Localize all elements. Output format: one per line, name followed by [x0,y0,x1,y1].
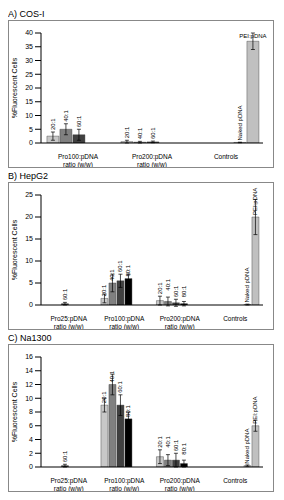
svg-text:ratio (w/w): ratio (w/w) [137,161,167,167]
svg-text:20: 20 [25,84,33,91]
svg-text:12: 12 [25,381,33,388]
svg-text:20: 20 [25,213,33,220]
svg-text:0: 0 [29,301,33,308]
svg-text:20:1: 20:1 [101,391,107,403]
svg-text:ratio (w/w): ratio (w/w) [165,485,195,491]
svg-text:Naked pDNA: Naked pDNA [237,105,243,140]
svg-text:6: 6 [29,422,33,429]
html-text:B) HepG2: B) HepG2 [8,171,48,181]
svg-text:5: 5 [29,279,33,286]
svg-text:%Fluorescent Cells: %Fluorescent Cells [11,381,18,442]
svg-text:10: 10 [25,112,33,119]
svg-text:5: 5 [29,126,33,133]
svg-text:Pro200:pDNA: Pro200:pDNA [132,153,173,161]
svg-text:Controls: Controls [223,477,248,484]
svg-text:80:1: 80:1 [181,285,187,297]
svg-text:60:1: 60:1 [76,115,82,127]
svg-text:Controls: Controls [223,315,248,322]
svg-text:%Fluorescent Cells: %Fluorescent Cells [11,57,18,118]
svg-text:0: 0 [29,139,33,146]
svg-text:60:1: 60:1 [173,285,179,297]
html-text:A) COS-I: A) COS-I [8,9,45,19]
svg-text:Pro100:pDNA: Pro100:pDNA [104,315,145,323]
svg-text:60:1: 60:1 [117,260,123,272]
svg-text:60:1: 60:1 [62,288,68,300]
svg-text:ratio (w/w): ratio (w/w) [54,323,84,329]
svg-text:Pro100:pDNA: Pro100:pDNA [104,477,145,485]
svg-text:80:1: 80:1 [125,405,131,417]
svg-text:20:1: 20:1 [124,126,130,138]
svg-text:80:1: 80:1 [125,264,131,276]
svg-text:Pro200:pDNA: Pro200:pDNA [160,315,201,323]
svg-text:20:1: 20:1 [101,284,107,296]
svg-text:40:1: 40:1 [165,435,171,447]
svg-text:20:1: 20:1 [157,435,163,447]
svg-text:40:1: 40:1 [137,127,143,139]
svg-text:60:1: 60:1 [150,127,156,139]
svg-text:40:1: 40:1 [165,278,171,290]
svg-text:30: 30 [25,57,33,64]
svg-text:Pro25:pDNA: Pro25:pDNA [51,477,88,485]
svg-text:10: 10 [25,257,33,264]
svg-text:ratio (w/w): ratio (w/w) [165,323,195,329]
svg-text:8: 8 [29,408,33,415]
svg-text:14: 14 [25,367,33,374]
svg-text:4: 4 [29,436,33,443]
svg-text:0: 0 [29,463,33,470]
svg-text:15: 15 [25,98,33,105]
html-text:C) Na1300: C) Na1300 [8,333,52,343]
svg-text:ratio (w/w): ratio (w/w) [109,485,139,491]
svg-text:15: 15 [25,235,33,242]
svg-text:Pro200:pDNA: Pro200:pDNA [160,477,201,485]
svg-text:Pro100:pDNA: Pro100:pDNA [58,153,99,161]
svg-text:2: 2 [29,450,33,457]
svg-text:ratio (w/w): ratio (w/w) [63,161,93,167]
svg-text:25: 25 [25,191,33,198]
svg-text:80:1: 80:1 [181,442,187,454]
svg-text:ratio (w/w): ratio (w/w) [54,485,84,491]
svg-text:40:1: 40:1 [109,370,115,382]
svg-text:60:1: 60:1 [173,439,179,451]
svg-text:40: 40 [25,29,33,36]
svg-text:20:1: 20:1 [50,118,56,130]
svg-text:25: 25 [25,71,33,78]
svg-text:20:1: 20:1 [157,282,163,294]
svg-text:PEI:pDNA: PEI:pDNA [252,396,258,423]
svg-text:10: 10 [25,395,33,402]
svg-text:PEI:pDNA: PEI:pDNA [239,33,266,39]
svg-text:40:1: 40:1 [109,269,115,281]
svg-text:Naked pDNA: Naked pDNA [244,268,250,303]
svg-text:Naked pDNA: Naked pDNA [244,429,250,464]
svg-text:35: 35 [25,43,33,50]
svg-text:Pro25:pDNA: Pro25:pDNA [51,315,88,323]
svg-text:PEI:pDNA: PEI:pDNA [252,188,258,215]
svg-text:40:1: 40:1 [63,109,69,121]
svg-text:Controls: Controls [214,153,239,160]
svg-text:%Fluorescent Cells: %Fluorescent Cells [11,219,18,280]
svg-text:60:1: 60:1 [62,450,68,462]
svg-text:60:1: 60:1 [117,380,123,392]
svg-text:16: 16 [25,353,33,360]
svg-text:ratio (w/w): ratio (w/w) [109,323,139,329]
